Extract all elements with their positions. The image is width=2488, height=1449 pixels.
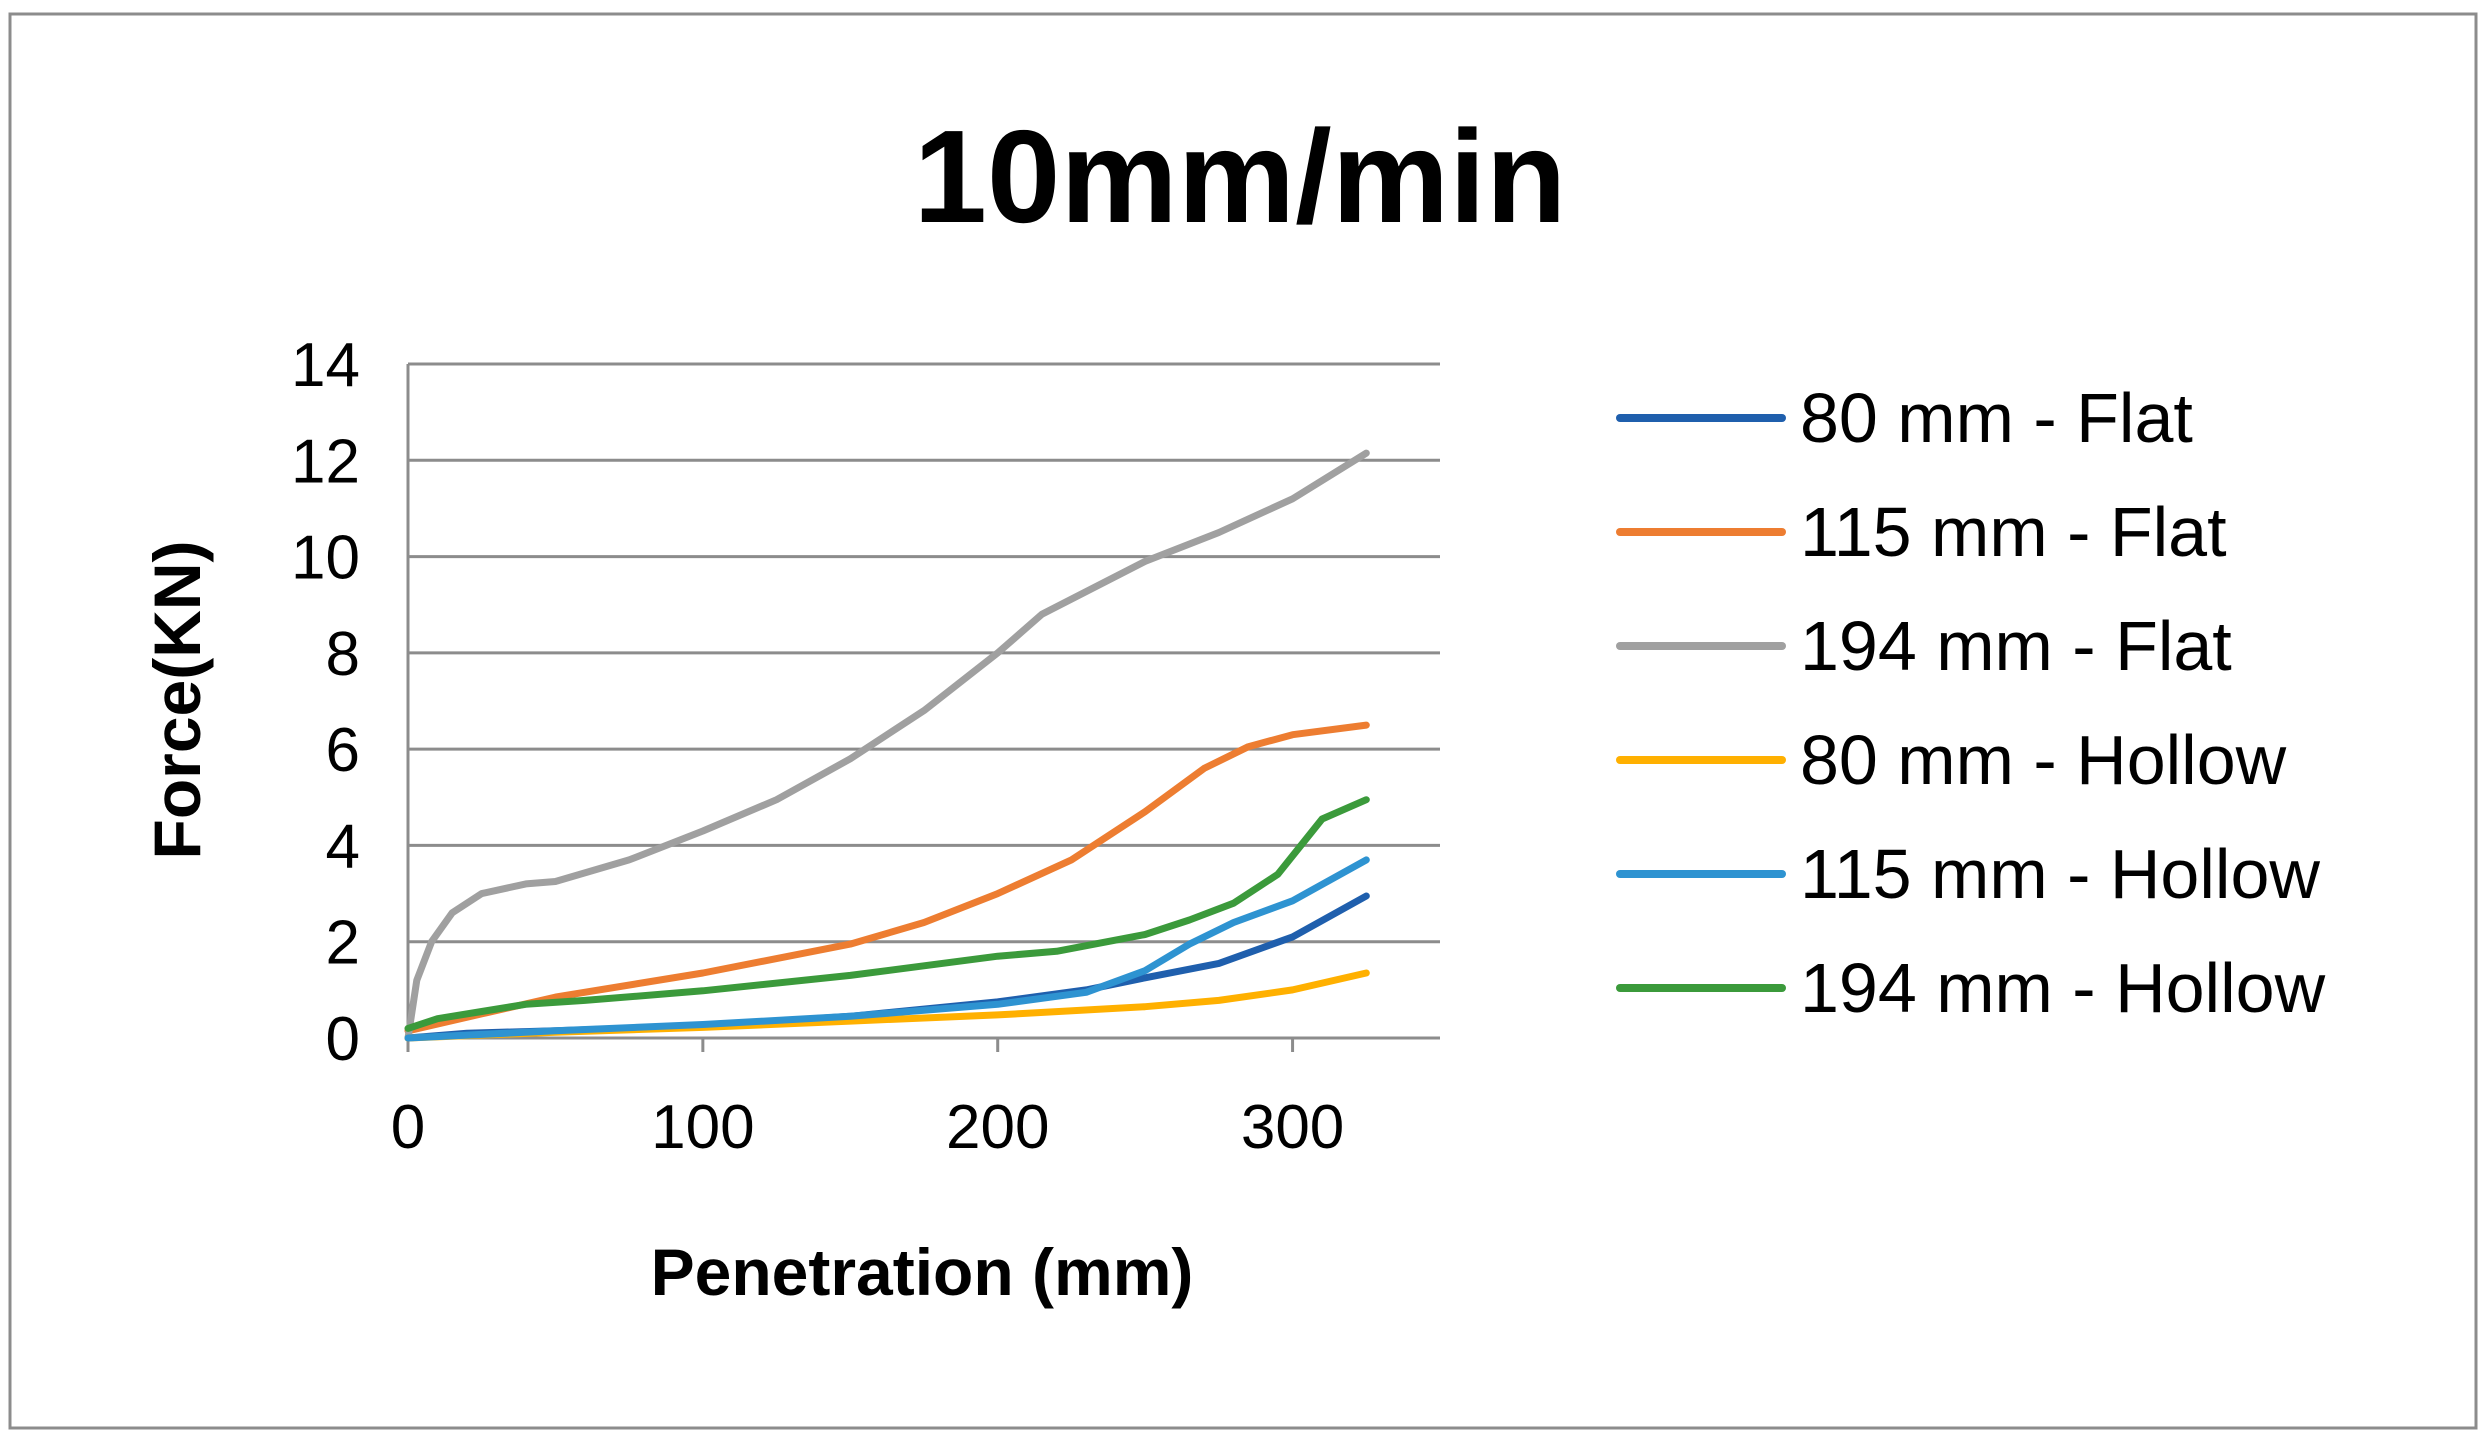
y-tick-label: 8 (326, 620, 360, 689)
x-tick-label: 0 (391, 1093, 425, 1162)
y-tick-label: 2 (326, 909, 360, 978)
x-tick-label: 200 (946, 1093, 1049, 1162)
y-tick-label: 12 (291, 427, 360, 496)
series-line-2 (404, 721, 1370, 1035)
series-line-6 (404, 796, 1370, 1032)
legend-label-4: 80 mm - Hollow (1800, 721, 2287, 799)
y-tick-label: 0 (326, 1005, 360, 1074)
y-tick-label: 14 (291, 331, 360, 400)
legend: 80 mm - Flat 115 mm - Flat 194 mm - Flat 80… (1616, 379, 2326, 1027)
y-tick-label: 4 (326, 812, 360, 881)
chart-border (8, 12, 2478, 1430)
grid-lines (408, 362, 1440, 944)
x-tick-label: 100 (651, 1093, 754, 1162)
series-line-3 (404, 449, 1370, 1042)
x-axis-title: Penetration (mm) (651, 1235, 1194, 1309)
y-tick-label: 6 (326, 716, 360, 785)
legend-label-6: 194 mm - Hollow (1800, 949, 2326, 1027)
legend-label-5: 115 mm - Hollow (1800, 835, 2320, 913)
legend-label-2: 115 mm - Flat (1800, 493, 2227, 571)
series-line-5 (404, 856, 1370, 1042)
legend-label-3: 194 mm - Flat (1800, 607, 2232, 685)
legend-label-1: 80 mm - Flat (1800, 379, 2193, 457)
tick-labels: 0 2 4 6 8 10 12 14 0 100 200 300 (291, 331, 1344, 1162)
series-lines (404, 449, 1370, 1042)
y-tick-label: 10 (291, 524, 360, 593)
x-tick-label: 300 (1241, 1093, 1344, 1162)
chart-title: 10mm/min (914, 103, 1567, 250)
y-axis-title: Force(KN) (140, 540, 214, 859)
